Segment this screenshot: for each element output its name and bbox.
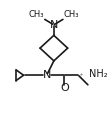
Text: CH₃: CH₃: [29, 10, 44, 19]
Text: CH₃: CH₃: [63, 10, 79, 19]
Text: O: O: [60, 83, 69, 93]
Text: N: N: [50, 20, 58, 30]
Text: NH₂: NH₂: [89, 69, 108, 79]
Text: N: N: [43, 70, 52, 80]
